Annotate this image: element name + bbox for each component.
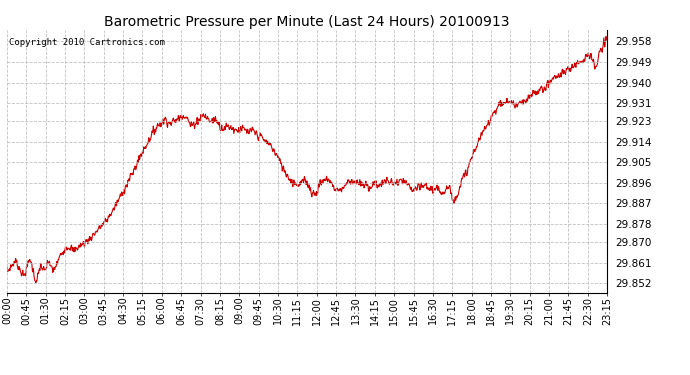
Text: Copyright 2010 Cartronics.com: Copyright 2010 Cartronics.com	[9, 38, 165, 47]
Title: Barometric Pressure per Minute (Last 24 Hours) 20100913: Barometric Pressure per Minute (Last 24 …	[104, 15, 510, 29]
